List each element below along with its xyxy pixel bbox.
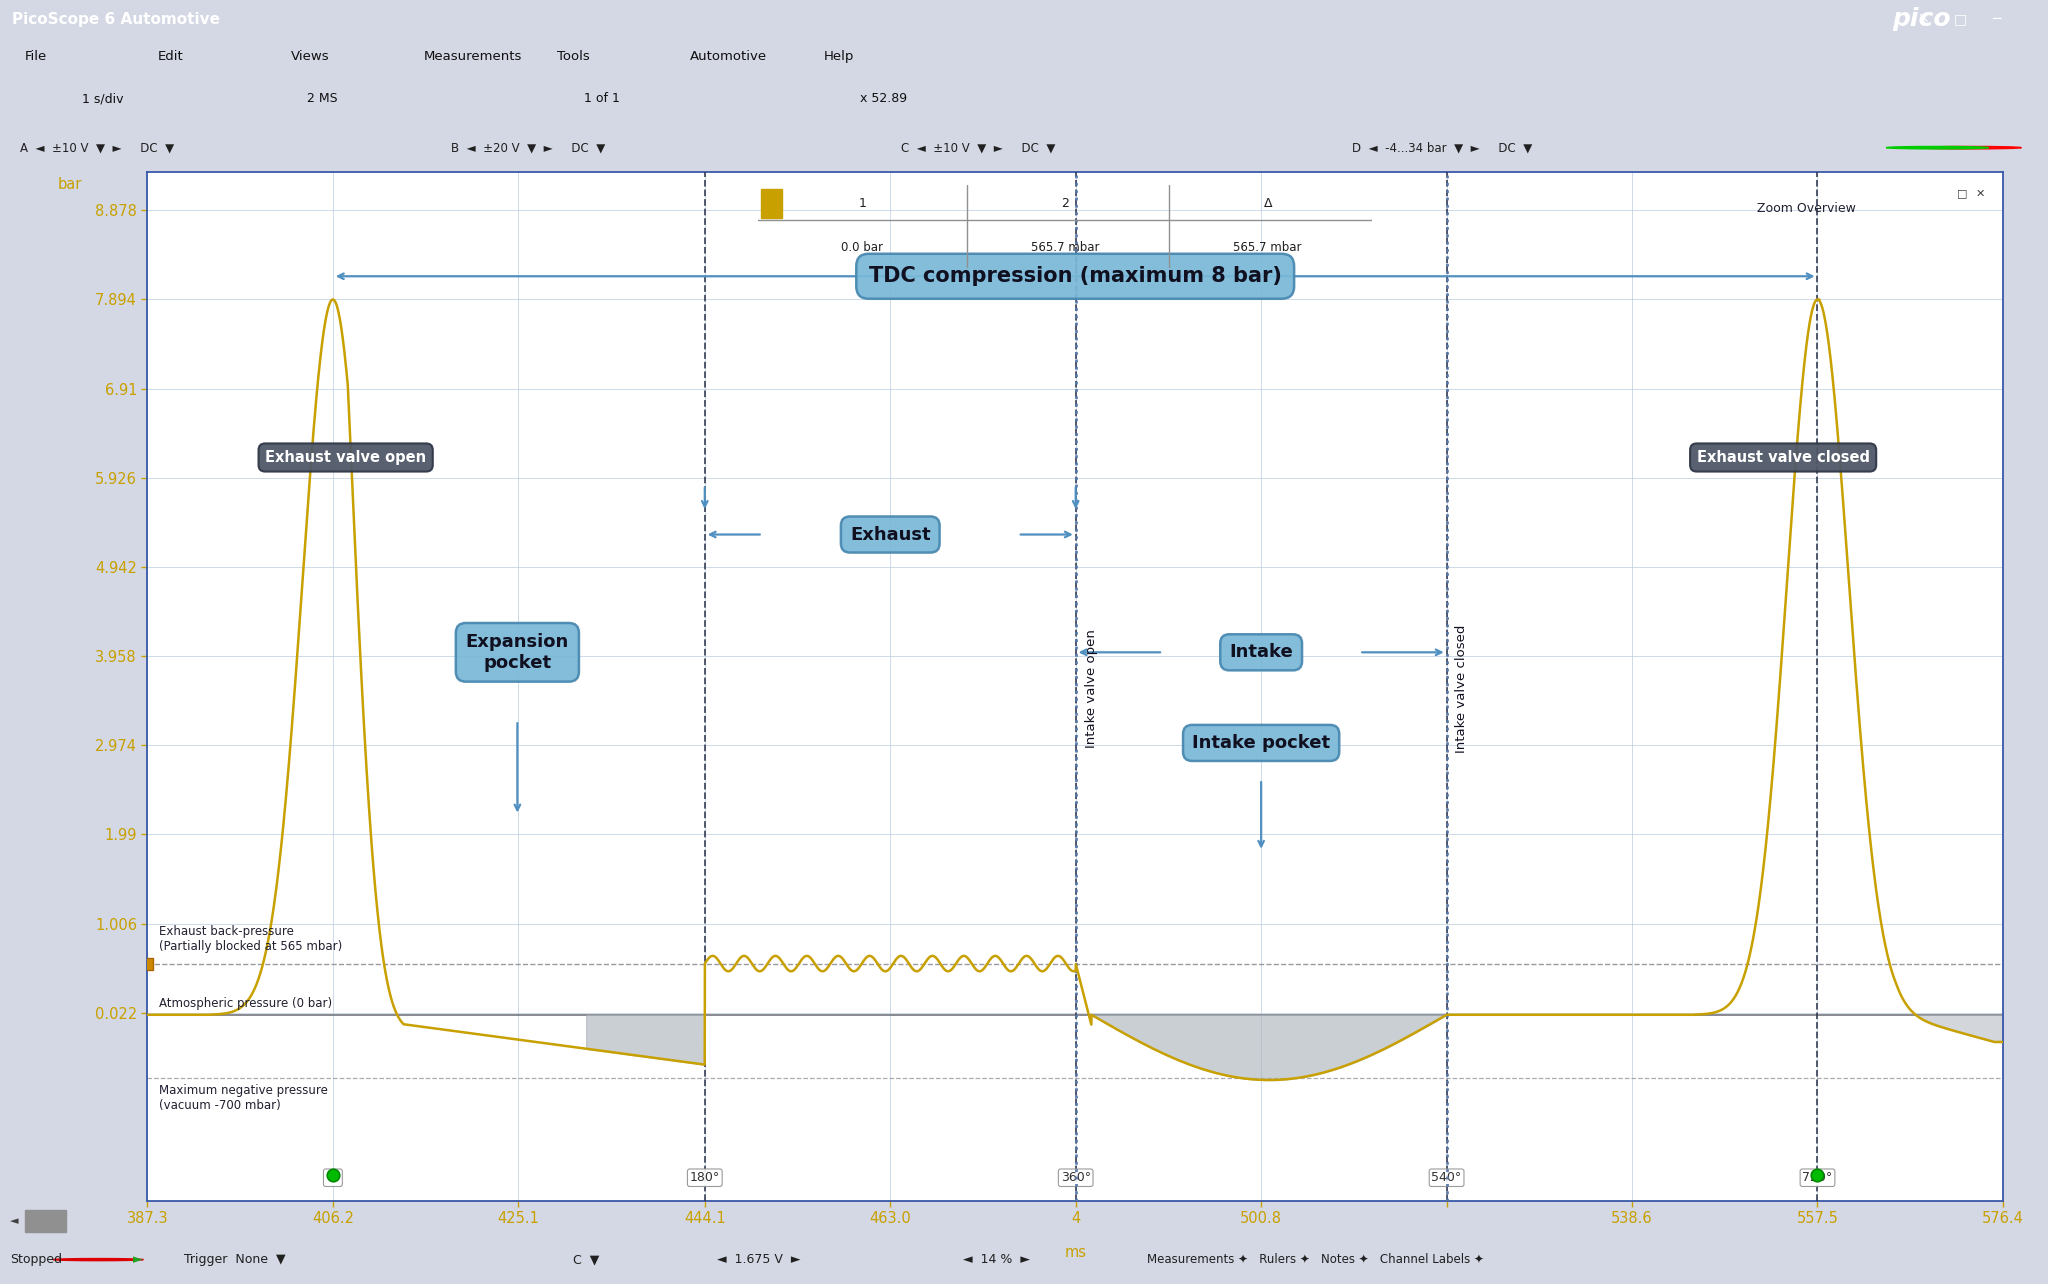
Text: x 52.89: x 52.89 (860, 92, 907, 105)
Text: 2: 2 (1061, 196, 1069, 209)
Text: Intake pocket: Intake pocket (1192, 734, 1331, 752)
Text: ◄: ◄ (10, 1216, 18, 1226)
Bar (25, 1210, 66, 1233)
Text: D  ◄  -4...34 bar  ▼  ►     DC  ▼: D ◄ -4...34 bar ▼ ► DC ▼ (1352, 141, 1532, 154)
Text: Atmospheric pressure (0 bar): Atmospheric pressure (0 bar) (160, 998, 332, 1011)
Text: Maximum negative pressure
(vacuum -700 mbar): Maximum negative pressure (vacuum -700 m… (160, 1084, 328, 1112)
Text: Views: Views (291, 50, 330, 63)
Text: A  ◄  ±10 V  ▼  ►     DC  ▼: A ◄ ±10 V ▼ ► DC ▼ (20, 141, 174, 154)
Text: bar: bar (57, 177, 82, 193)
Bar (762, 189, 782, 218)
Text: 1 s/div: 1 s/div (82, 92, 123, 105)
Text: Measurements: Measurements (424, 50, 522, 63)
Text: pico: pico (1892, 8, 1950, 31)
Text: ◄  14 %  ►: ◄ 14 % ► (963, 1253, 1030, 1266)
Text: Trigger  None  ▼: Trigger None ▼ (184, 1253, 287, 1266)
Text: ─: ─ (1993, 13, 2001, 26)
Text: 565.7 mbar: 565.7 mbar (1233, 241, 1303, 254)
Text: Exhaust valve open: Exhaust valve open (264, 449, 426, 465)
Text: Tools: Tools (557, 50, 590, 63)
Text: Intake valve closed: Intake valve closed (1456, 624, 1468, 752)
Text: ✕: ✕ (1917, 13, 1929, 26)
Text: File: File (25, 50, 47, 63)
Text: ►: ► (133, 1253, 143, 1266)
Text: Expansion
pocket: Expansion pocket (465, 633, 569, 672)
Text: 540°: 540° (1432, 1171, 1462, 1184)
Text: B  ◄  ±20 V  ▼  ►     DC  ▼: B ◄ ±20 V ▼ ► DC ▼ (451, 141, 604, 154)
Text: 1: 1 (858, 196, 866, 209)
Text: Stopped: Stopped (10, 1253, 61, 1266)
Text: C  ◄  ±10 V  ▼  ►     DC  ▼: C ◄ ±10 V ▼ ► DC ▼ (901, 141, 1055, 154)
Text: 360°: 360° (1061, 1171, 1092, 1184)
Text: Zoom Overview: Zoom Overview (1757, 202, 1855, 214)
Circle shape (1919, 146, 2021, 149)
Text: 0.0 bar: 0.0 bar (842, 241, 883, 254)
Circle shape (1886, 146, 1989, 149)
Text: Exhaust back-pressure
(Partially blocked at 565 mbar): Exhaust back-pressure (Partially blocked… (160, 924, 342, 953)
Text: Measurements ✦   Rulers ✦   Notes ✦   Channel Labels ✦: Measurements ✦ Rulers ✦ Notes ✦ Channel … (1147, 1253, 1483, 1266)
Text: Intake valve open: Intake valve open (1085, 629, 1098, 749)
Text: PicoScope 6 Automotive: PicoScope 6 Automotive (12, 12, 221, 27)
Circle shape (53, 1258, 143, 1261)
Text: C  ▼: C ▼ (573, 1253, 600, 1266)
Text: 1 of 1: 1 of 1 (584, 92, 621, 105)
Text: □: □ (1954, 13, 1966, 26)
Text: ✕: ✕ (1974, 189, 1985, 199)
Text: Exhaust: Exhaust (850, 525, 930, 543)
Text: 0°: 0° (326, 1171, 340, 1184)
Text: ◄  1.675 V  ►: ◄ 1.675 V ► (717, 1253, 801, 1266)
Text: Intake: Intake (1229, 643, 1292, 661)
Text: ms: ms (1065, 1245, 1085, 1260)
Text: 2 MS: 2 MS (307, 92, 338, 105)
Text: Δ: Δ (1264, 196, 1272, 209)
Text: 720°: 720° (1802, 1171, 1833, 1184)
Text: □: □ (1956, 189, 1968, 199)
Text: 565.7 mbar: 565.7 mbar (1030, 241, 1100, 254)
Text: Exhaust valve closed: Exhaust valve closed (1696, 449, 1870, 465)
Text: Edit: Edit (158, 50, 184, 63)
Text: 180°: 180° (690, 1171, 721, 1184)
Text: TDC compression (maximum 8 bar): TDC compression (maximum 8 bar) (868, 266, 1282, 286)
Text: Automotive: Automotive (690, 50, 768, 63)
Text: Help: Help (823, 50, 854, 63)
